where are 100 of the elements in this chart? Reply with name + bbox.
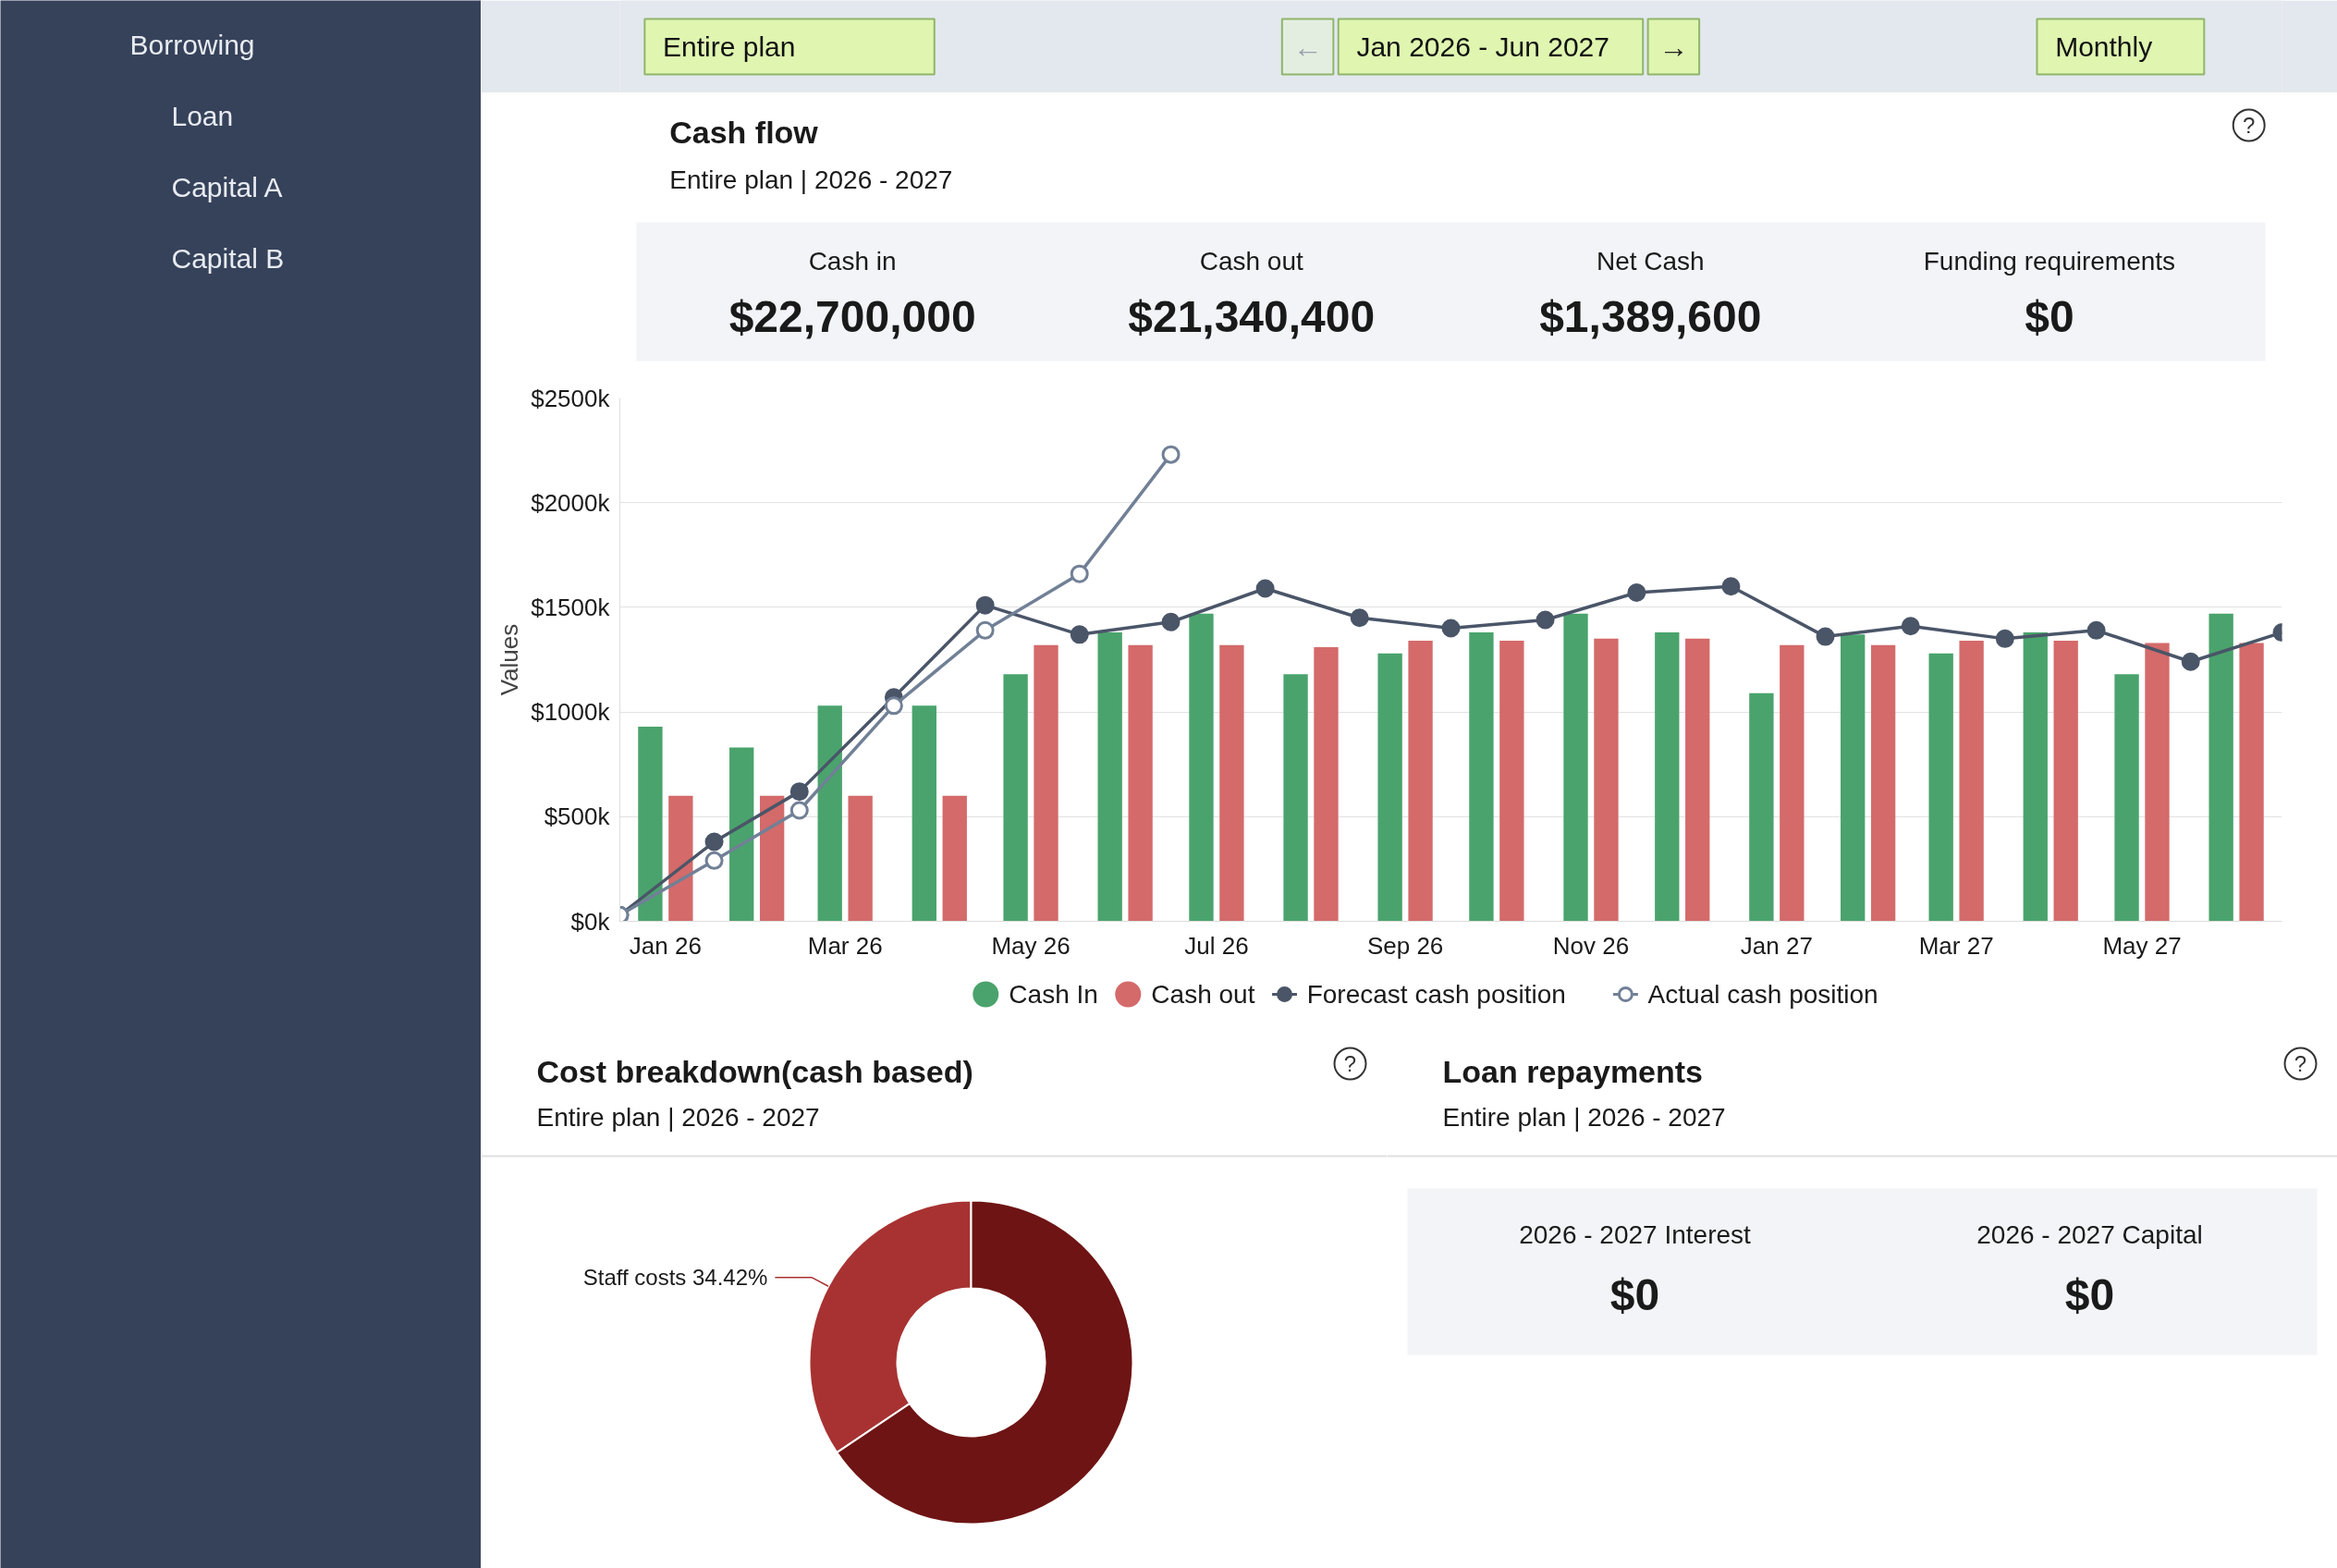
bar xyxy=(1780,644,1805,922)
text: ? xyxy=(1343,1051,1357,1076)
legend-label: Cash out xyxy=(1151,980,1255,1009)
bar xyxy=(1034,644,1058,922)
text: $21,340,400 xyxy=(1128,292,1376,341)
bar xyxy=(2114,674,2139,922)
bar xyxy=(1655,632,1680,922)
text: $0 xyxy=(2025,292,2074,341)
point xyxy=(1816,627,1835,646)
text: ← xyxy=(1292,30,1323,64)
text: Jan 2026 - Jun 2027 xyxy=(1356,31,1609,62)
point xyxy=(2086,620,2106,640)
text: Monthly xyxy=(2055,31,2153,62)
text: Funding requirements xyxy=(1923,247,2176,276)
text: Loan repayments xyxy=(1442,1053,1704,1089)
y-tick-label: $0k xyxy=(570,907,611,936)
text: → xyxy=(1658,30,1689,64)
point xyxy=(1901,617,1920,636)
point xyxy=(1721,577,1741,596)
point xyxy=(704,832,724,851)
bar xyxy=(2145,643,2170,922)
bar xyxy=(1499,641,1524,922)
point xyxy=(1350,608,1369,628)
point xyxy=(1995,629,2014,648)
x-tick-label: Jan 26 xyxy=(629,931,702,960)
x-tick-label: Jul 26 xyxy=(1184,931,1249,960)
point xyxy=(975,620,995,640)
point xyxy=(1070,564,1089,583)
bar xyxy=(1841,634,1866,922)
text: Net Cash xyxy=(1596,247,1705,276)
y-axis-title: Values xyxy=(496,623,524,696)
point xyxy=(704,851,724,870)
x-tick-label: Jan 27 xyxy=(1740,931,1813,960)
y-tick-label: $2500k xyxy=(531,384,611,412)
bar xyxy=(1097,632,1122,922)
bar xyxy=(1594,638,1619,922)
chart-subtitle: Entire plan | 2026 - 2027 xyxy=(669,165,953,194)
chart-title: Cost breakdown(cash based) xyxy=(536,1053,973,1089)
chart-title: Cash flow xyxy=(669,114,819,150)
bar xyxy=(2239,643,2264,922)
point xyxy=(1536,610,1555,630)
point xyxy=(884,696,903,716)
bar xyxy=(912,705,936,922)
text: ? xyxy=(2294,1051,2307,1076)
text: $22,700,000 xyxy=(728,292,976,341)
bar xyxy=(759,795,785,922)
text: 2026 - 2027 Interest xyxy=(1519,1220,1752,1249)
x-tick-label: May 27 xyxy=(2102,931,2182,960)
point xyxy=(1255,579,1275,598)
text: Entire plan xyxy=(663,31,796,62)
text: Capital B xyxy=(171,243,285,274)
point xyxy=(1441,619,1461,638)
bar xyxy=(1283,674,1308,922)
y-tick-label: $1000k xyxy=(531,698,611,727)
point xyxy=(1070,625,1089,644)
bar xyxy=(1314,646,1339,922)
bar xyxy=(1408,641,1433,922)
text: Borrowing xyxy=(129,30,255,60)
bar xyxy=(1377,653,1402,922)
chart-subtitle: Entire plan | 2026 - 2027 xyxy=(536,1103,820,1132)
legend-label: Cash In xyxy=(1009,980,1098,1009)
point xyxy=(975,595,995,615)
bar xyxy=(1469,632,1494,922)
bar xyxy=(817,705,842,922)
bar xyxy=(2053,641,2078,922)
point xyxy=(1161,445,1181,464)
text: Capital A xyxy=(171,172,283,202)
bar xyxy=(668,795,693,922)
text: $0 xyxy=(1609,1270,1660,1319)
bar xyxy=(2209,613,2233,922)
bar xyxy=(1749,692,1774,922)
y-tick-label: $1500k xyxy=(531,593,611,621)
slice-label: Staff costs 34.42% xyxy=(582,1265,768,1291)
text: Cash in xyxy=(808,247,897,276)
bar xyxy=(848,795,873,922)
x-tick-label: Nov 26 xyxy=(1552,931,1630,960)
legend-label: Forecast cash position xyxy=(1306,980,1566,1009)
bar xyxy=(1003,674,1028,922)
point xyxy=(1161,612,1181,631)
y-tick-label: $2000k xyxy=(531,488,611,517)
bar xyxy=(1870,644,1896,922)
bar xyxy=(942,795,967,922)
legend-label: Actual cash position xyxy=(1647,980,1878,1009)
y-tick-label: $500k xyxy=(544,802,611,831)
text: Entire plan | 2026 - 2027 xyxy=(1442,1103,1726,1132)
bar xyxy=(1928,653,1953,922)
bar xyxy=(2023,632,2048,922)
bar xyxy=(1128,644,1153,922)
point xyxy=(789,782,809,802)
text: $1,389,600 xyxy=(1539,292,1762,341)
bar xyxy=(638,726,663,922)
x-tick-label: May 26 xyxy=(991,931,1071,960)
x-tick-label: Mar 27 xyxy=(1918,931,1994,960)
text: Cash out xyxy=(1199,247,1303,276)
text: $0 xyxy=(2064,1270,2115,1319)
text: Loan xyxy=(171,101,234,131)
x-tick-label: Sep 26 xyxy=(1366,931,1444,960)
bar xyxy=(729,747,754,922)
point xyxy=(2181,652,2200,671)
bar xyxy=(1563,613,1588,922)
